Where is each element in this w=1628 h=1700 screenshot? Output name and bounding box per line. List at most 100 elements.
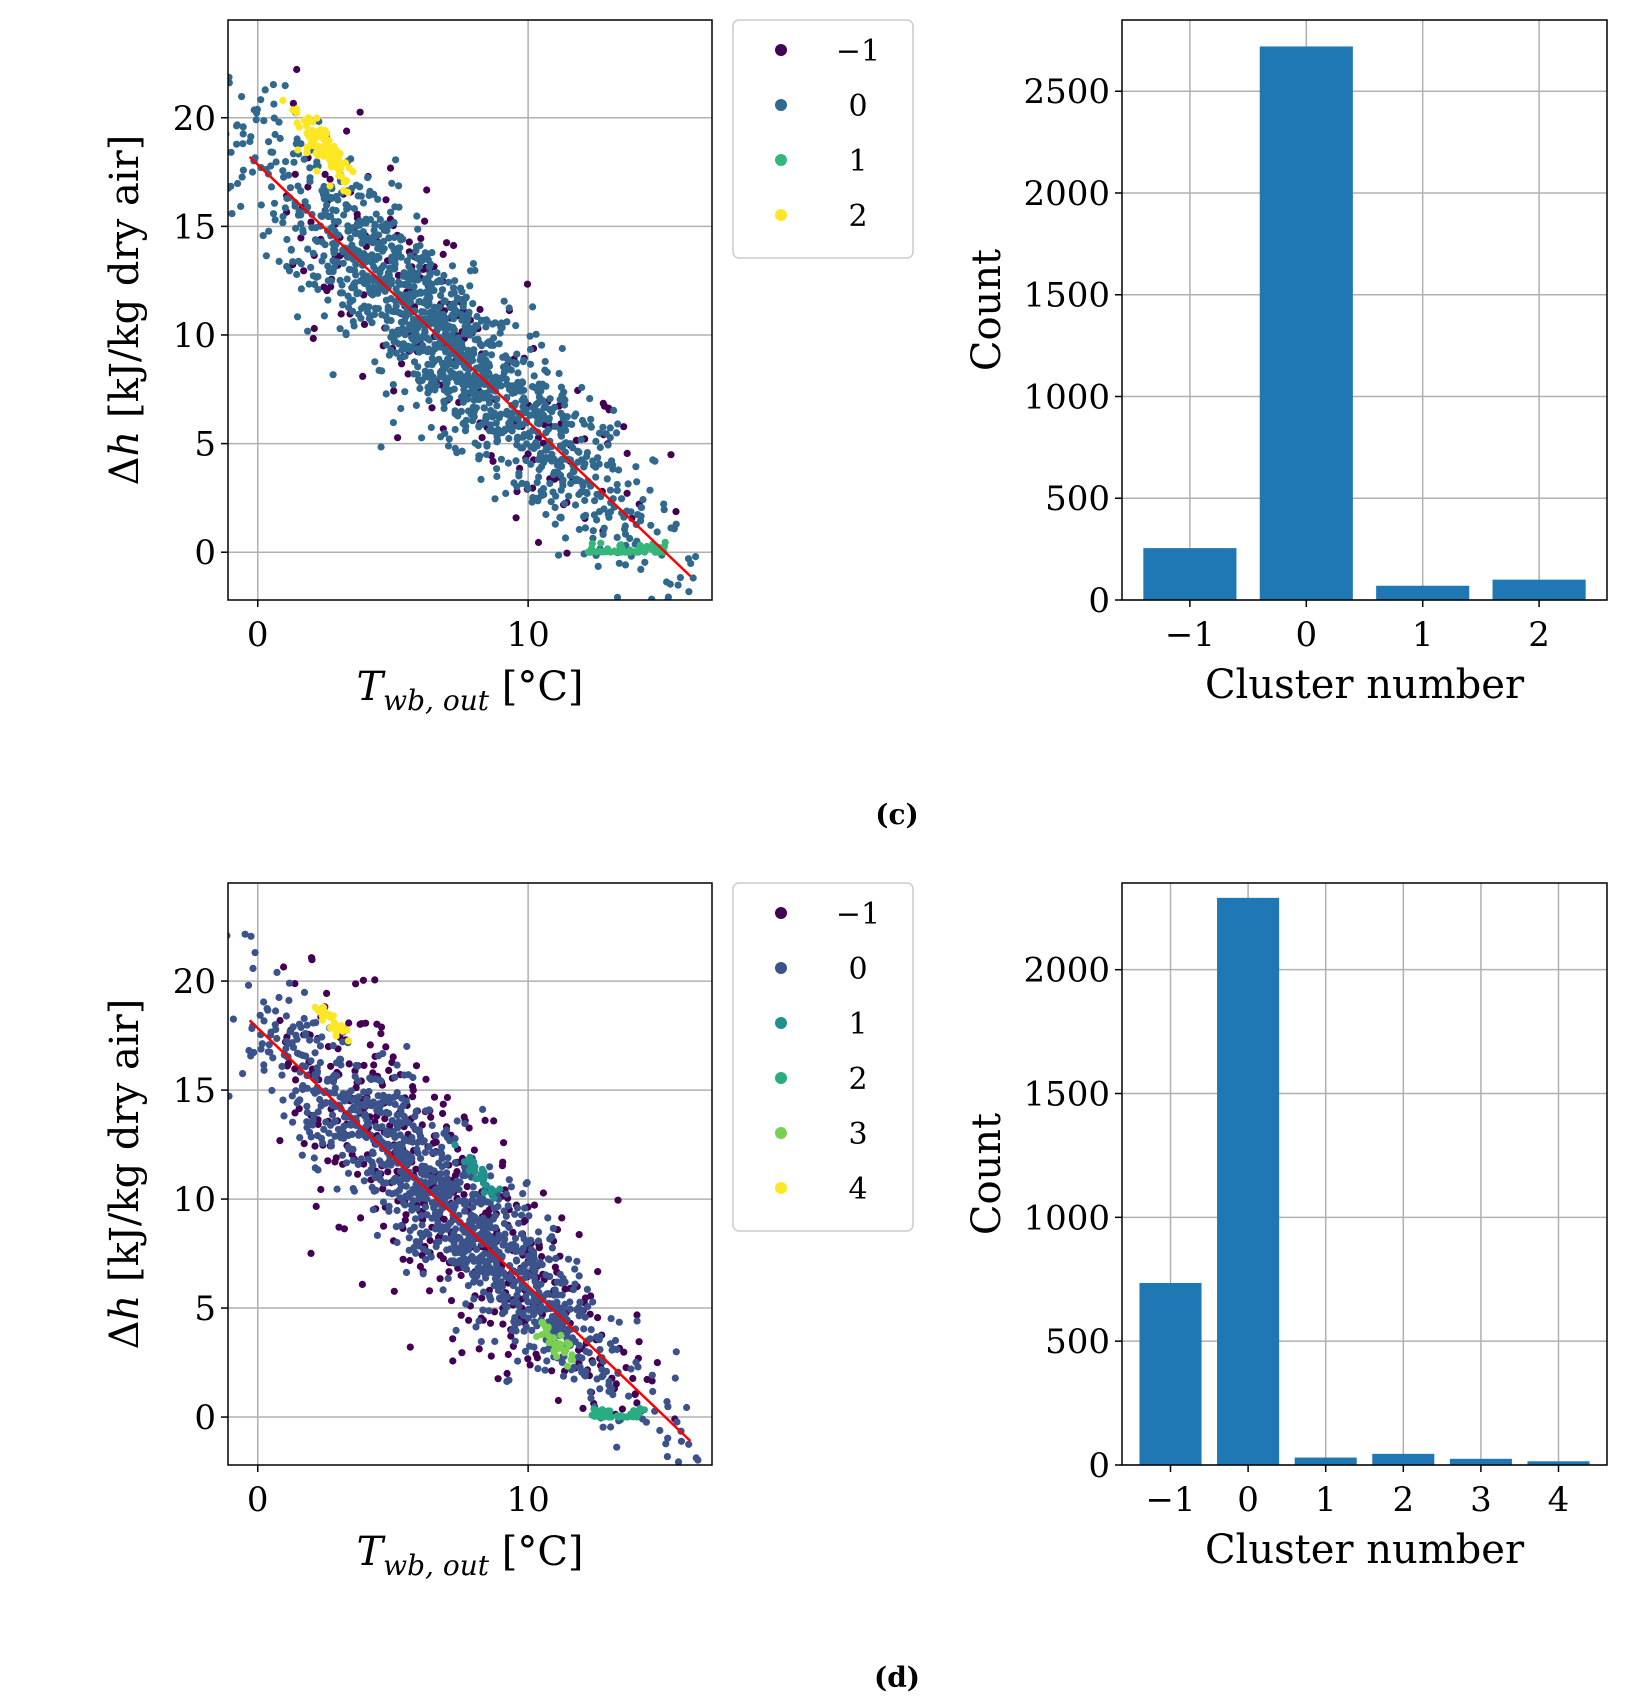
scatter-point: [524, 1298, 532, 1306]
scatter-point: [542, 446, 550, 454]
scatter-point: [294, 146, 302, 154]
scatter-point: [482, 1181, 491, 1189]
scatter-point: [544, 1214, 552, 1222]
scatter-point: [468, 1252, 476, 1260]
scatter-point: [389, 1053, 397, 1061]
d-scatter-legend-marker-5: [775, 1182, 787, 1194]
scatter-point: [418, 308, 426, 316]
scatter-point: [421, 249, 429, 257]
scatter-point: [382, 1043, 390, 1051]
scatter-point: [423, 186, 431, 194]
d-scatter-legend-marker-2: [775, 1017, 787, 1029]
scatter-point: [460, 390, 468, 398]
d-scatter-legend-marker-3: [775, 1072, 787, 1084]
scatter-point: [586, 395, 594, 403]
c-bar-ytick-label-5: 2500: [1023, 72, 1110, 112]
scatter-point: [490, 1194, 498, 1202]
scatter-point: [371, 221, 379, 229]
scatter-point: [365, 1087, 373, 1096]
c-bar-xtick-label-0: −1: [1165, 615, 1215, 655]
scatter-point: [304, 129, 312, 137]
scatter-point: [515, 1219, 523, 1227]
c-scatter-ytick-label-2: 10: [173, 316, 216, 356]
scatter-point: [586, 1388, 595, 1396]
scatter-point: [266, 1048, 274, 1056]
scatter-point: [301, 198, 309, 206]
panel-c-bar-chart: −1 0 1 2 0 500 1000 1500 2000 2500 Cluster number C…: [964, 19, 1608, 708]
scatter-point: [218, 122, 225, 129]
scatter-point: [360, 232, 368, 240]
scatter-point: [314, 273, 322, 281]
scatter-point: [292, 1087, 300, 1095]
scatter-point: [399, 1172, 408, 1180]
scatter-point: [326, 175, 334, 183]
scatter-point: [515, 472, 523, 480]
scatter-point: [250, 106, 258, 114]
scatter-point: [501, 425, 509, 433]
scatter-point: [416, 262, 424, 270]
scatter-point: [371, 976, 379, 984]
scatter-point: [595, 508, 604, 516]
scatter-point: [427, 1253, 435, 1261]
scatter-point: [444, 1274, 452, 1282]
scatter-point: [612, 429, 621, 437]
scatter-point: [479, 1105, 487, 1113]
scatter-point: [631, 548, 640, 556]
scatter-point: [442, 1161, 450, 1169]
scatter-point: [412, 1238, 420, 1246]
scatter-point: [519, 1190, 527, 1198]
scatter-point: [297, 220, 305, 228]
scatter-point: [275, 118, 283, 126]
scatter-point: [355, 1107, 363, 1115]
scatter-point: [238, 173, 246, 181]
scatter-point: [340, 211, 348, 219]
scatter-point: [524, 484, 532, 492]
d-scatter-plot-frame: [227, 882, 713, 1466]
c-scatter-points: [218, 65, 700, 600]
scatter-point: [576, 1363, 584, 1371]
scatter-point: [582, 1347, 590, 1356]
scatter-point: [549, 488, 557, 496]
scatter-point: [568, 420, 576, 428]
scatter-point: [356, 221, 364, 229]
scatter-point: [401, 388, 409, 396]
scatter-point: [399, 235, 407, 243]
scatter-point: [311, 1164, 319, 1172]
scatter-point: [494, 1202, 502, 1211]
scatter-point: [558, 443, 567, 452]
scatter-point: [517, 1230, 526, 1238]
scatter-point: [476, 340, 484, 348]
scatter-point: [384, 269, 392, 277]
scatter-point: [312, 1019, 320, 1027]
scatter-point: [289, 106, 297, 114]
scatter-point: [380, 245, 388, 253]
scatter-point: [565, 1340, 574, 1348]
scatter-point: [537, 463, 546, 471]
scatter-point: [534, 538, 543, 547]
scatter-point: [239, 166, 247, 174]
scatter-point: [471, 1213, 479, 1221]
d-scatter-cluster-1: [451, 1141, 504, 1202]
scatter-point: [409, 1093, 417, 1101]
scatter-point: [613, 533, 621, 542]
scatter-point: [257, 201, 265, 209]
scatter-point: [308, 956, 316, 964]
scatter-point: [431, 1149, 439, 1157]
scatter-point: [229, 1015, 237, 1023]
scatter-point: [393, 1111, 401, 1119]
scatter-point: [330, 218, 338, 226]
scatter-point: [487, 407, 495, 415]
scatter-point: [303, 1108, 311, 1117]
scatter-point: [342, 329, 350, 337]
scatter-point: [485, 399, 493, 407]
scatter-point: [541, 401, 549, 409]
scatter-point: [265, 138, 273, 146]
scatter-point: [493, 472, 501, 480]
scatter-point: [456, 284, 465, 292]
scatter-point: [349, 1185, 357, 1193]
scatter-point: [405, 1193, 413, 1201]
scatter-point: [300, 988, 309, 997]
scatter-point: [290, 158, 298, 166]
scatter-point: [587, 1394, 595, 1402]
scatter-point: [371, 358, 379, 366]
